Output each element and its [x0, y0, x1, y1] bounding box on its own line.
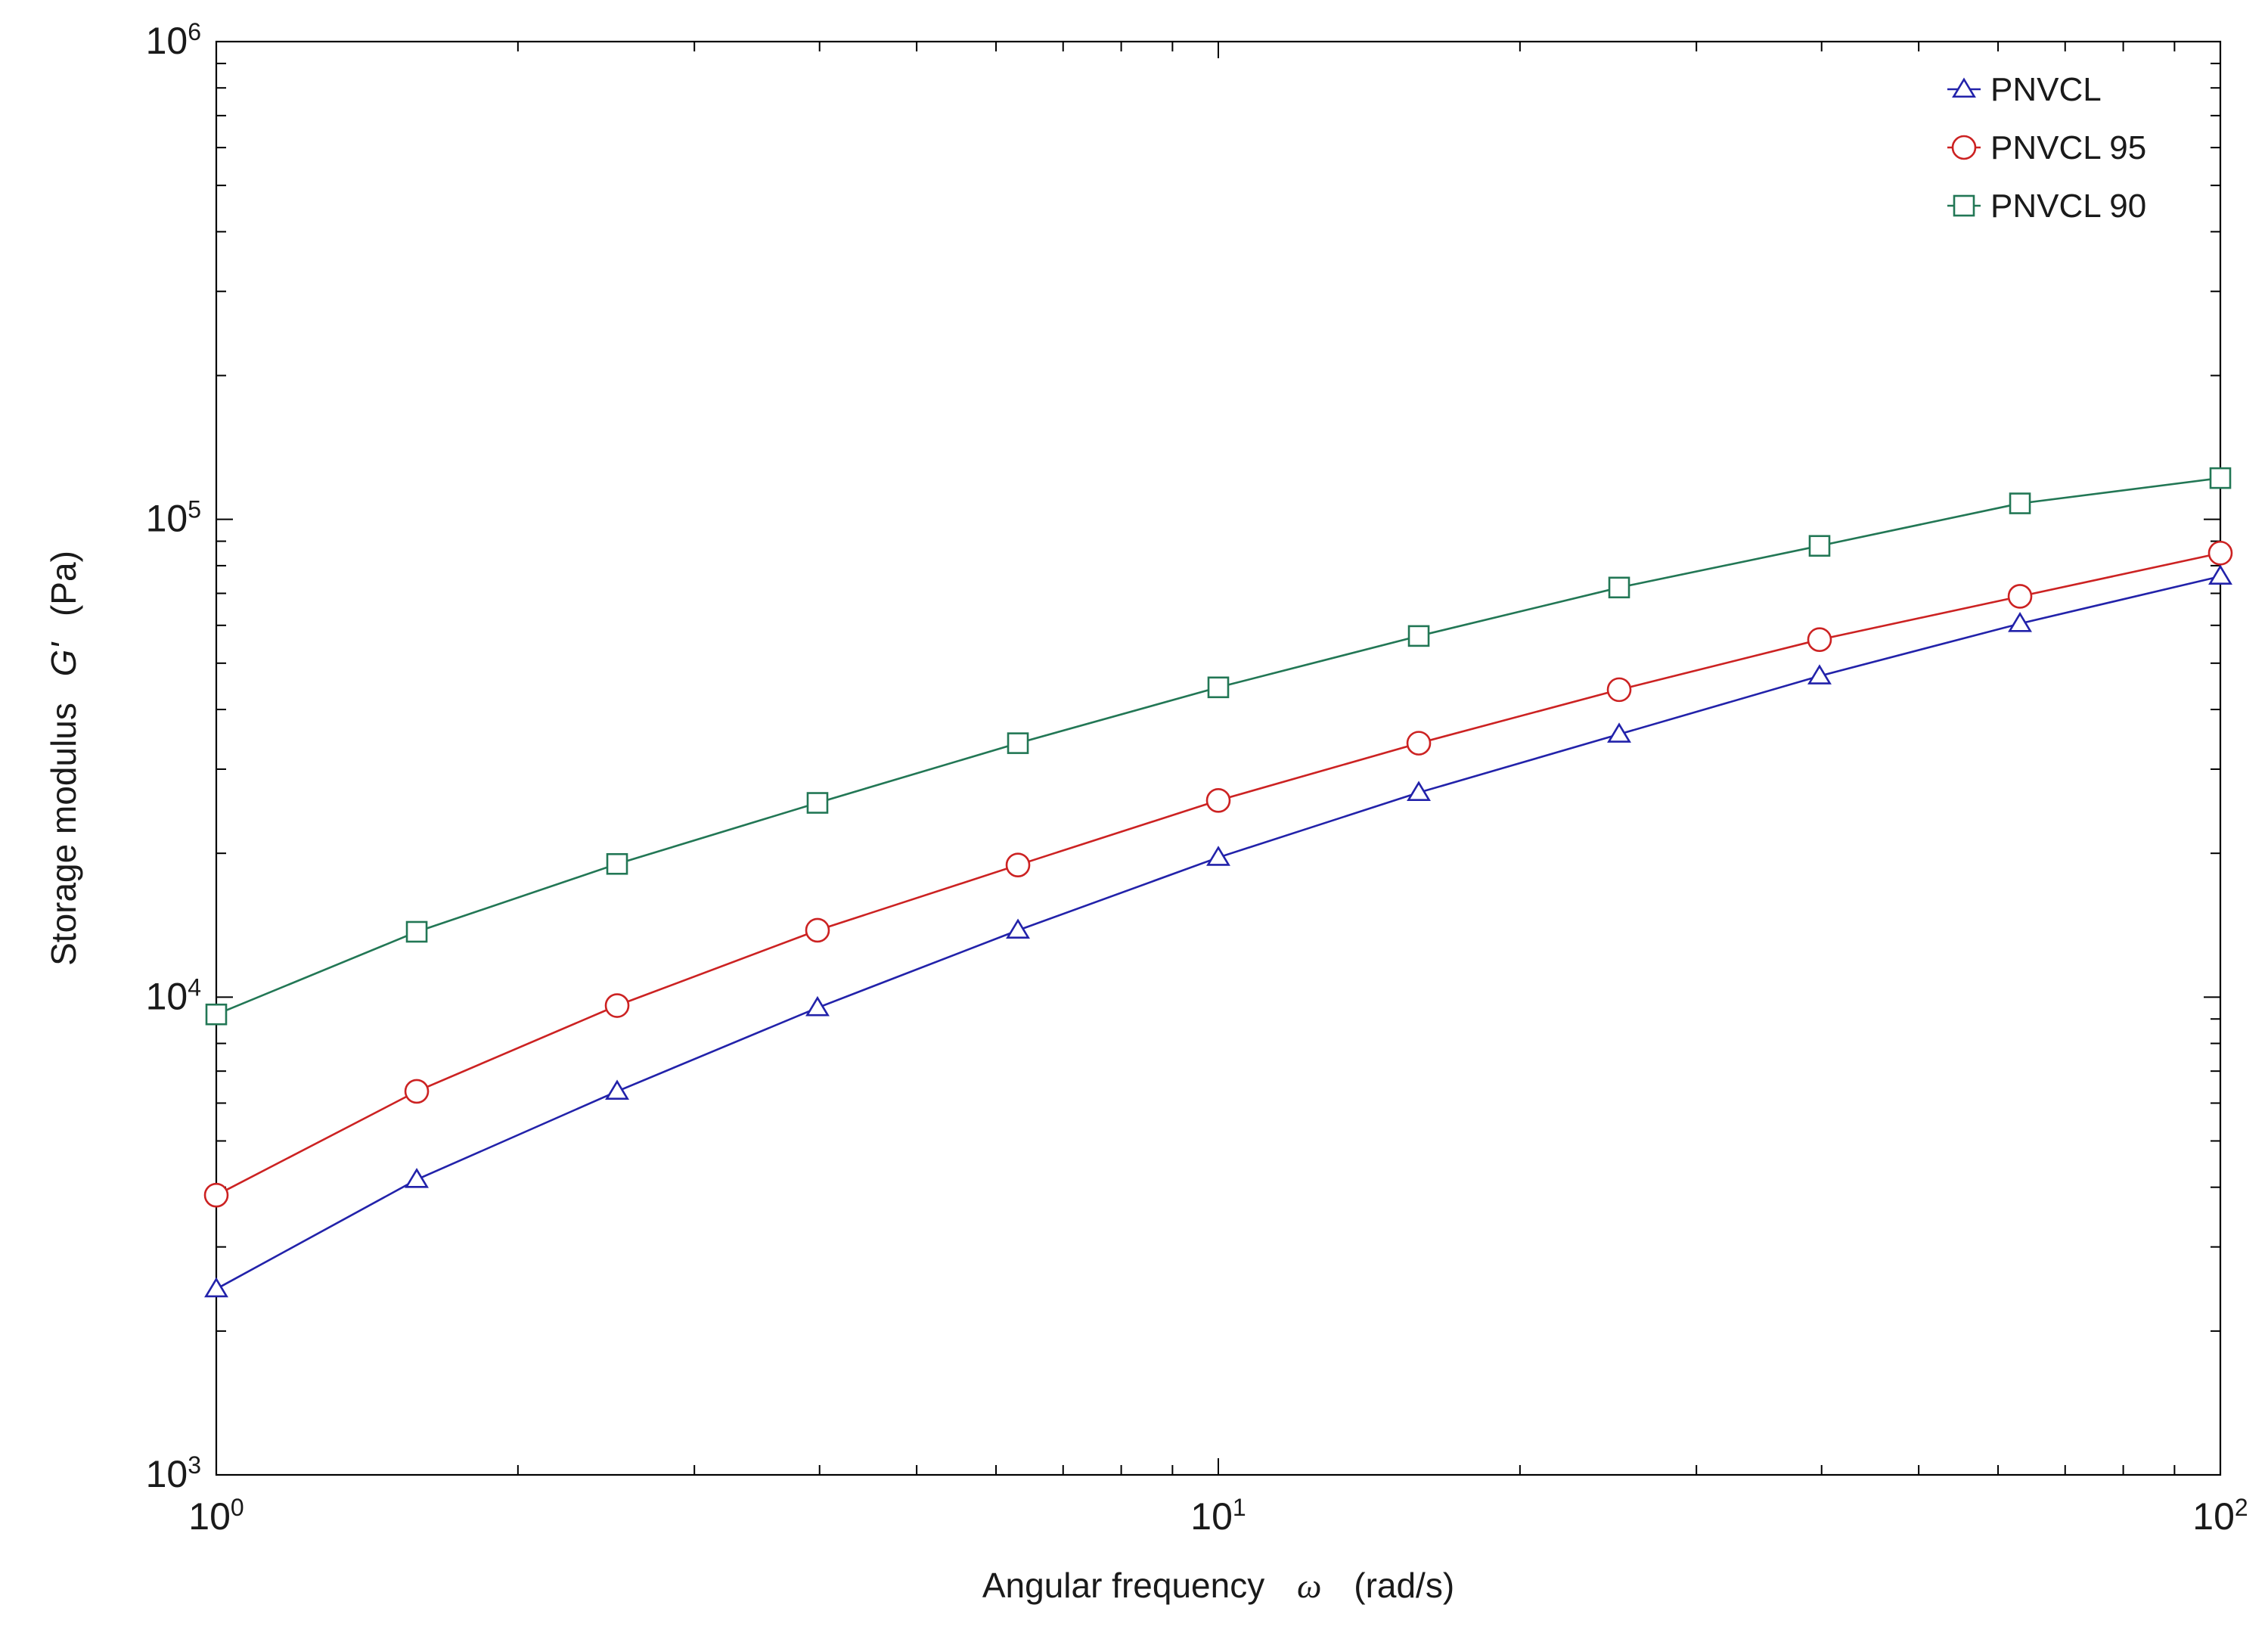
- legend: PNVCL PNVCL 95 PNVCL 90: [1947, 71, 2146, 225]
- data-point-pnvcl-95: [1005, 852, 1031, 878]
- y-tick-label-base: 10: [146, 20, 188, 62]
- y-tick-label: 105: [146, 496, 201, 540]
- data-point-pnvcl: [2008, 611, 2032, 632]
- y-tick-label-base: 10: [146, 1453, 188, 1495]
- legend-marker-pnvcl: [1952, 77, 1976, 98]
- legend-label-pnvcl-95: PNVCL 95: [1990, 129, 2146, 166]
- legend-marker-pnvcl-95: [1951, 135, 1977, 160]
- x-tick-label: 100: [188, 1494, 244, 1538]
- x-tick-label-base: 10: [188, 1495, 231, 1538]
- data-point-pnvcl-95: [2207, 540, 2233, 566]
- data-point-pnvcl-90: [405, 920, 428, 943]
- x-tick-label-exponent: 1: [1233, 1494, 1246, 1521]
- x-axis-title-unit: (rad/s): [1354, 1566, 1454, 1605]
- data-point-pnvcl: [1607, 722, 1631, 743]
- y-axis-title-prefix: Storage modulus: [44, 703, 83, 966]
- y-tick-label-exponent: 5: [188, 496, 201, 523]
- data-point-pnvcl-90: [1808, 535, 1831, 557]
- y-tick-label: 106: [146, 18, 201, 62]
- legend-marker-pnvcl-90: [1953, 194, 1975, 217]
- data-point-pnvcl-95: [404, 1079, 430, 1104]
- legend-label-pnvcl-90: PNVCL 90: [1990, 188, 2146, 225]
- data-point-pnvcl-95: [203, 1182, 229, 1208]
- legend-label-pnvcl: PNVCL: [1990, 71, 2102, 108]
- data-point-pnvcl-90: [806, 792, 829, 814]
- series-pnvcl-90: [205, 467, 2232, 1026]
- legend-item-pnvcl-95: PNVCL 95: [1947, 129, 2146, 166]
- data-point-pnvcl-95: [805, 917, 830, 943]
- data-point-pnvcl: [405, 1168, 429, 1188]
- y-axis-title-unit: (Pa): [44, 551, 83, 616]
- x-axis-title-symbol: ω: [1297, 1566, 1321, 1605]
- data-point-pnvcl: [1206, 846, 1230, 866]
- data-point-pnvcl-90: [205, 1003, 228, 1026]
- data-point-pnvcl-95: [2007, 584, 2033, 609]
- data-point-pnvcl-90: [2209, 467, 2232, 489]
- data-point-pnvcl-90: [1608, 576, 1630, 599]
- y-tick-label-exponent: 4: [188, 973, 201, 1001]
- x-axis-title: Angular frequency ω (rad/s): [982, 1566, 1454, 1605]
- data-point-pnvcl: [1006, 918, 1030, 939]
- x-tick-label: 102: [2192, 1494, 2248, 1538]
- y-tick-label-base: 10: [146, 498, 188, 540]
- legend-item-pnvcl: PNVCL: [1947, 71, 2102, 108]
- data-point-pnvcl: [1807, 664, 1832, 684]
- x-tick-label-exponent: 0: [231, 1494, 244, 1521]
- x-tick-label-base: 10: [1190, 1495, 1233, 1538]
- data-point-pnvcl-90: [1007, 732, 1029, 754]
- data-point-pnvcl-90: [1407, 625, 1430, 647]
- series-pnvcl-95: [203, 540, 2233, 1208]
- data-point-pnvcl-90: [1207, 676, 1230, 699]
- x-tick-label-exponent: 2: [2235, 1494, 2248, 1521]
- series-layer: [203, 467, 2233, 1298]
- y-tick-label-base: 10: [146, 975, 188, 1017]
- data-point-pnvcl: [2208, 564, 2232, 585]
- x-tick-label-base: 10: [2192, 1495, 2235, 1538]
- data-point-pnvcl: [805, 995, 830, 1017]
- data-point-pnvcl-90: [606, 852, 628, 875]
- y-tick-label: 103: [146, 1451, 201, 1495]
- x-axis-ticks: 100 101 102: [188, 42, 2248, 1538]
- y-tick-label: 104: [146, 973, 201, 1017]
- series-pnvcl: [204, 564, 2232, 1298]
- y-axis-title-symbol: G': [44, 641, 83, 677]
- data-point-pnvcl: [204, 1277, 228, 1298]
- y-tick-label-exponent: 6: [188, 18, 201, 45]
- data-point-pnvcl: [605, 1079, 629, 1100]
- data-point-pnvcl-95: [604, 993, 630, 1018]
- y-axis-title: Storage modulus G' (Pa): [44, 551, 83, 966]
- data-point-pnvcl-95: [1807, 627, 1832, 653]
- x-tick-label: 101: [1190, 1494, 1246, 1538]
- x-axis-title-prefix: Angular frequency: [982, 1566, 1264, 1605]
- y-tick-label-exponent: 3: [188, 1451, 201, 1479]
- data-point-pnvcl: [1407, 781, 1431, 801]
- data-point-pnvcl-90: [2009, 492, 2031, 514]
- data-point-pnvcl-95: [1606, 677, 1632, 703]
- data-point-pnvcl-95: [1406, 731, 1432, 756]
- legend-item-pnvcl-90: PNVCL 90: [1947, 188, 2146, 225]
- data-point-pnvcl-95: [1205, 788, 1231, 813]
